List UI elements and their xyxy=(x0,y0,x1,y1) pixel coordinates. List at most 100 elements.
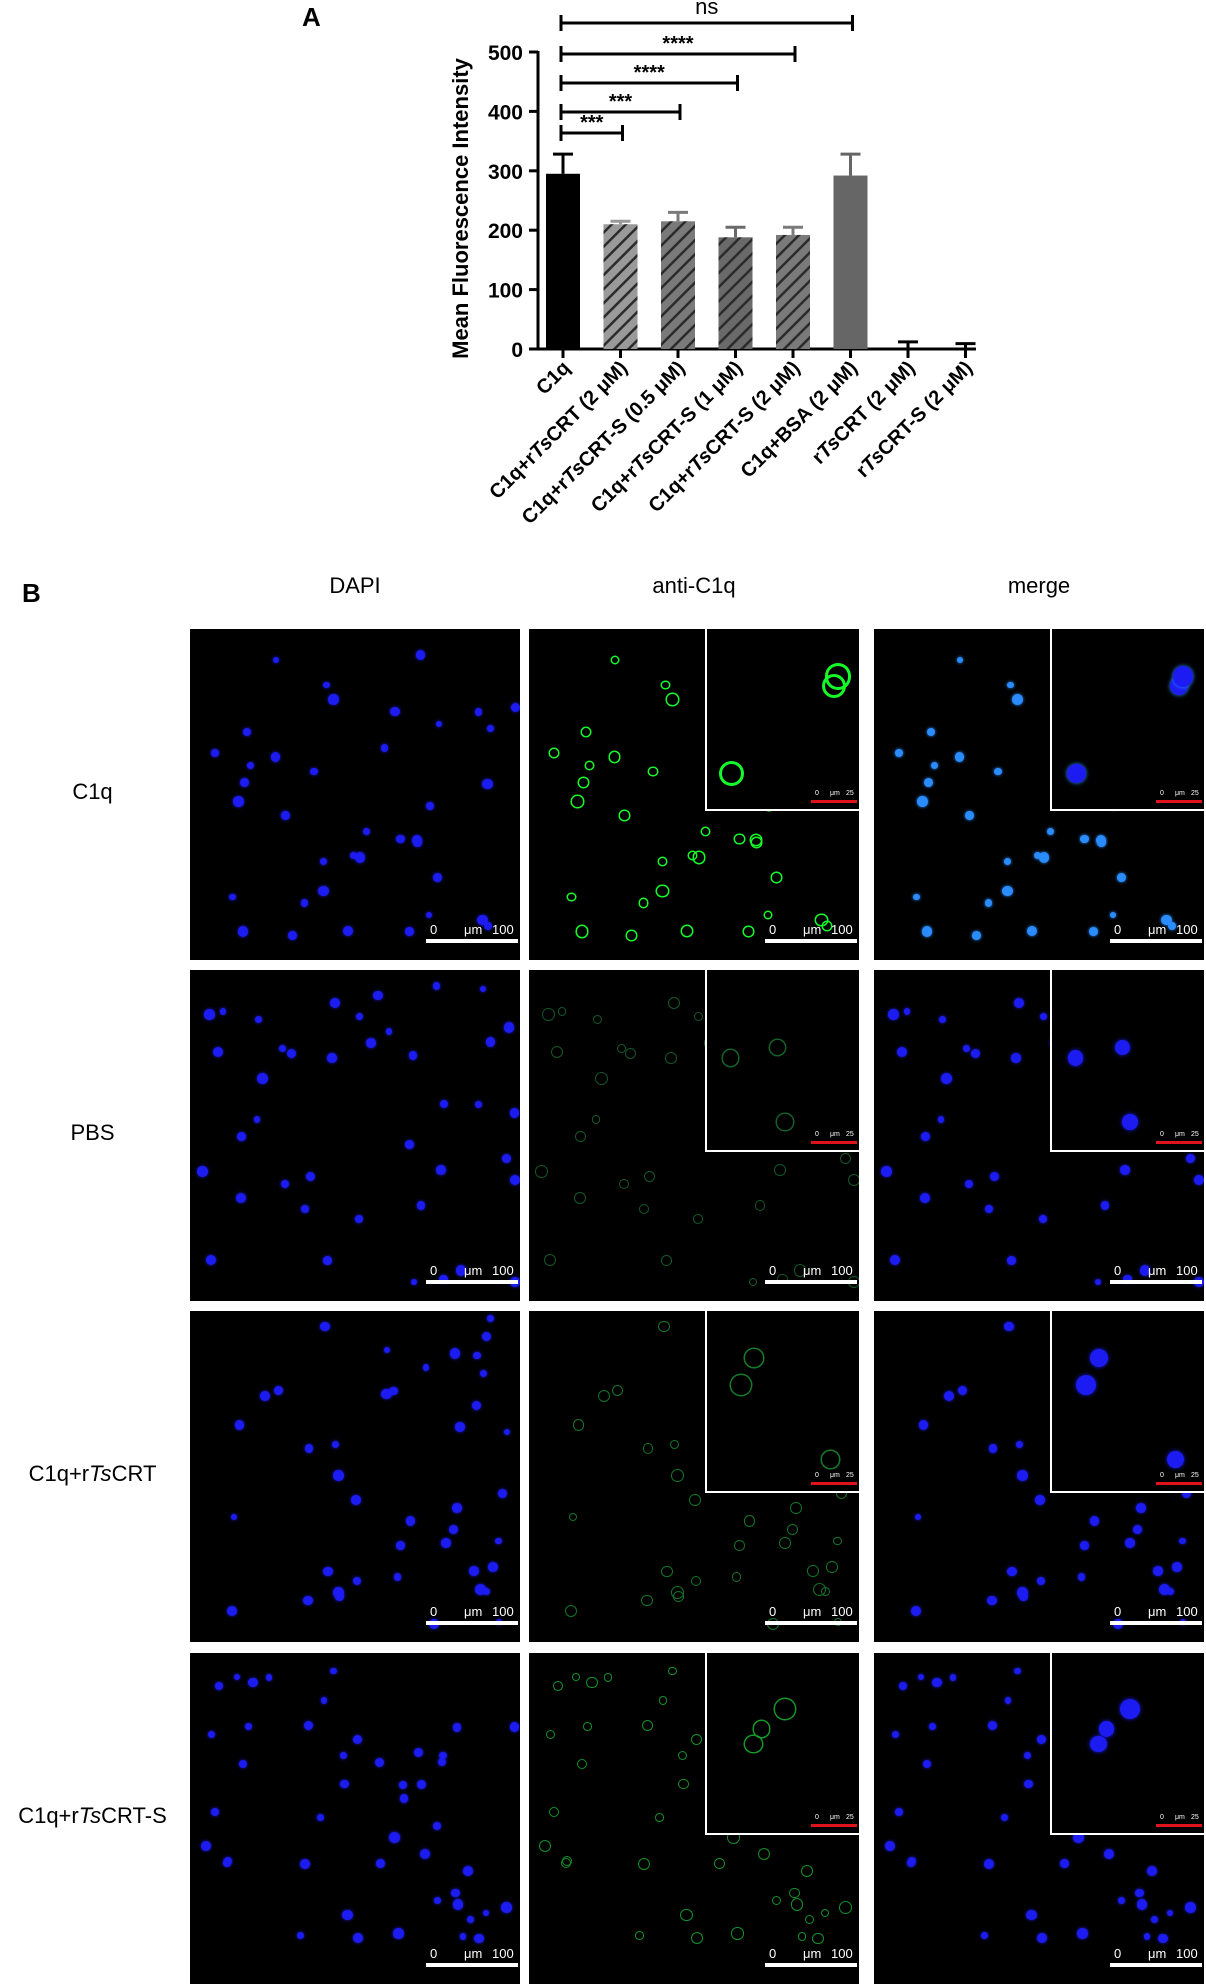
bar-hatch xyxy=(603,224,638,349)
inset-scale-end: 25 xyxy=(846,1814,854,1821)
inset-scale-end: 25 xyxy=(846,790,854,797)
cell-nucleus xyxy=(618,1045,625,1052)
cell-nucleus xyxy=(1002,885,1013,897)
cell-nucleus xyxy=(351,1495,361,1506)
micrograph-merge: 0 μm 100 0 μm 25 xyxy=(874,1311,1204,1642)
cell-nucleus xyxy=(340,1752,348,1760)
cell-nucleus xyxy=(1166,1587,1174,1595)
cell-nucleus xyxy=(300,1204,309,1213)
scale-bar-start: 0 xyxy=(430,1604,438,1619)
cell-nucleus xyxy=(660,1697,667,1704)
cell-nucleus xyxy=(270,752,281,762)
cell-nucleus xyxy=(1013,1667,1021,1675)
cell-nucleus xyxy=(395,834,405,844)
row-label: C1q xyxy=(72,779,113,804)
inset-cell xyxy=(1067,764,1087,784)
cell-nucleus xyxy=(242,727,251,736)
cell-nucleus xyxy=(841,1154,850,1163)
cell-nucleus xyxy=(1024,1779,1033,1789)
cell-nucleus xyxy=(915,1514,922,1521)
zoom-inset: 0 μm 25 xyxy=(705,1311,859,1493)
inset-scale-start: 0 xyxy=(1160,1814,1164,1821)
cell-nucleus xyxy=(486,1315,494,1323)
significance-label: **** xyxy=(634,62,665,84)
cell-nucleus xyxy=(584,1723,591,1730)
cell-nucleus xyxy=(280,1179,290,1189)
cell-nucleus xyxy=(439,1274,448,1284)
cell-nucleus xyxy=(1035,1495,1045,1506)
cell-nucleus xyxy=(964,1179,974,1189)
cell-nucleus xyxy=(1168,921,1176,930)
cell-nucleus xyxy=(702,828,709,835)
cell-nucleus xyxy=(438,1758,447,1767)
cell-nucleus xyxy=(320,1696,328,1704)
cell-nucleus xyxy=(452,1898,464,1910)
scale-bar-start: 0 xyxy=(430,922,438,937)
cell-nucleus xyxy=(791,1503,801,1513)
cell-nucleus xyxy=(570,1514,576,1520)
cell-nucleus xyxy=(366,1038,376,1049)
cell-nucleus xyxy=(788,1525,797,1534)
cell-nucleus xyxy=(246,761,255,770)
y-axis-label: Mean Fluorescence Intensity xyxy=(448,57,473,359)
cell-nucleus xyxy=(643,1721,652,1730)
cell-nucleus xyxy=(566,1606,576,1616)
cell-nucleus xyxy=(1004,1696,1012,1704)
cell-nucleus xyxy=(1037,1576,1046,1585)
cell-nucleus xyxy=(510,1175,520,1186)
cell-nucleus xyxy=(385,1028,392,1035)
cell-nucleus xyxy=(988,1444,998,1453)
cell-nucleus xyxy=(775,1165,785,1175)
cell-nucleus xyxy=(484,921,492,930)
cell-nucleus xyxy=(205,1254,217,1266)
cell-nucleus xyxy=(441,1538,451,1549)
cell-nucleus xyxy=(255,1016,263,1024)
cell-nucleus xyxy=(1017,1469,1029,1481)
inset-scale-start: 0 xyxy=(815,1814,819,1821)
cell-nucleus xyxy=(1109,912,1117,919)
cell-nucleus xyxy=(1014,997,1025,1008)
cell-nucleus xyxy=(487,1562,498,1573)
cell-nucleus xyxy=(1004,858,1012,866)
cell-nucleus xyxy=(1033,851,1041,859)
cell-nucleus xyxy=(389,1832,400,1844)
cell-nucleus xyxy=(455,1265,467,1276)
cell-nucleus xyxy=(1132,1525,1142,1535)
cell-nucleus xyxy=(756,1201,764,1209)
inset-scale-start: 0 xyxy=(815,790,819,797)
cell-nucleus xyxy=(573,1674,579,1680)
cell-nucleus xyxy=(425,802,434,811)
cell-nucleus xyxy=(596,1073,607,1084)
cell-nucleus xyxy=(885,1840,896,1851)
cell-nucleus xyxy=(452,1503,462,1513)
cell-nucleus xyxy=(690,1495,700,1505)
cell-nucleus xyxy=(792,1899,803,1910)
cell-nucleus xyxy=(572,796,583,807)
cell-nucleus xyxy=(474,1933,484,1944)
cell-nucleus xyxy=(610,752,620,762)
cell-nucleus xyxy=(227,1606,238,1617)
cell-nucleus xyxy=(459,1933,466,1940)
cell-nucleus xyxy=(735,1541,744,1550)
cell-nucleus xyxy=(320,1321,330,1332)
cell-nucleus xyxy=(574,1420,584,1430)
cell-nucleus xyxy=(1094,1278,1101,1286)
cell-nucleus xyxy=(342,1910,353,1921)
cell-nucleus xyxy=(587,1678,597,1688)
inset-scale-bar xyxy=(811,800,857,803)
inset-cell xyxy=(723,1050,739,1066)
cell-nucleus xyxy=(715,1859,724,1868)
zoom-inset: 0 μm 25 xyxy=(705,1653,859,1835)
cell-nucleus xyxy=(1104,1848,1115,1859)
inset-scale-unit: μm xyxy=(1175,1814,1185,1821)
cell-nucleus xyxy=(1077,1928,1088,1939)
inset-scale-end: 25 xyxy=(1191,1814,1199,1821)
scale-bar-end: 100 xyxy=(492,922,514,937)
cell-nucleus xyxy=(452,1722,462,1732)
cell-nucleus xyxy=(323,681,330,689)
cell-nucleus xyxy=(1079,834,1089,844)
cell-nucleus xyxy=(304,1444,314,1453)
cell-nucleus xyxy=(323,1566,333,1577)
cell-nucleus xyxy=(248,1677,259,1688)
cell-nucleus xyxy=(207,1730,215,1738)
